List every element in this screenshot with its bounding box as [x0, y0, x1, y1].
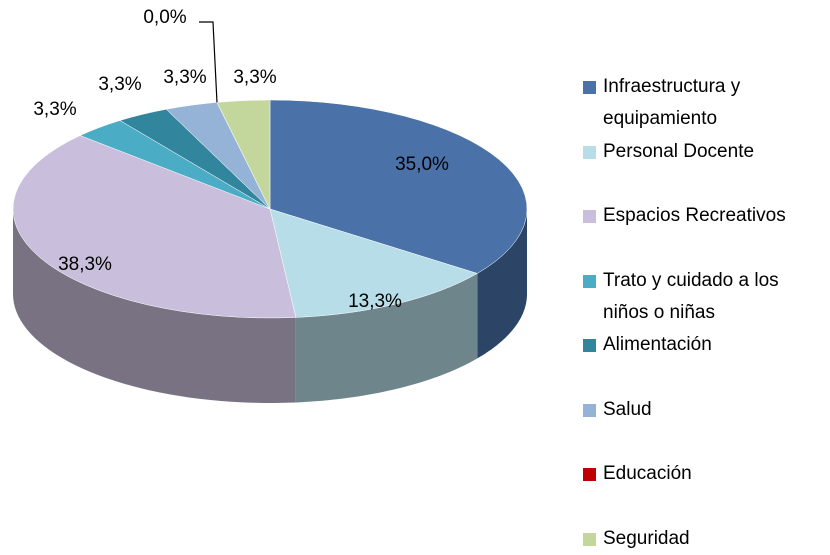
pie-slice: [269, 208, 478, 318]
legend-swatch: [583, 274, 596, 288]
legend-swatch: [583, 468, 596, 481]
legend-label: Educación: [603, 463, 692, 484]
legend-label: Seguridad: [603, 527, 690, 549]
pie-slice: [269, 99, 528, 274]
legend-item: Alimentación: [583, 329, 823, 361]
legend-label: Personal Docente: [603, 140, 755, 162]
data-label: 3,3%: [33, 99, 76, 120]
legend-label: Alimentación: [603, 334, 712, 355]
legend-item: Salud: [583, 394, 823, 426]
legend-label: Infraestructura y equipamiento: [603, 76, 741, 129]
data-label: 0,0%: [143, 7, 186, 28]
pie-side: [295, 273, 478, 403]
legend-swatch: [583, 145, 596, 159]
legend-item: Infraestructura y equipamiento: [583, 71, 823, 135]
legend-item: Educación: [583, 458, 823, 490]
legend-swatch: [583, 403, 596, 417]
pie-area: 35,0% 13,3% 38,3% 3,3% 3,3% 3,3% 0,0% 3,3%: [12, 7, 528, 403]
pie-side: [13, 209, 296, 403]
legend-item: Espacios Recreativos: [583, 200, 823, 232]
data-label: 3,3%: [233, 67, 276, 88]
legend-swatch: [583, 210, 596, 223]
legend-swatch: [583, 339, 596, 352]
data-label: 3,3%: [163, 67, 206, 88]
legend-item: Personal Docente: [583, 136, 823, 168]
data-label: 13,3%: [348, 291, 402, 312]
legend-item: Trato y cuidado a los niños o niñas: [583, 265, 823, 329]
data-label: 3,3%: [98, 74, 141, 95]
data-label: 35,0%: [395, 154, 449, 175]
legend-item: Seguridad: [583, 523, 823, 555]
leader-line: [199, 21, 218, 103]
legend-label: Espacios Recreativos: [603, 205, 786, 226]
pie-slice: [12, 135, 297, 319]
data-label: 38,3%: [58, 254, 112, 275]
legend-label: Trato y cuidado a los niños o niñas: [603, 269, 779, 323]
legend-swatch: [583, 532, 596, 546]
legend-swatch: [583, 81, 596, 94]
legend-label: Salud: [603, 398, 652, 420]
pie-side: [477, 209, 527, 359]
